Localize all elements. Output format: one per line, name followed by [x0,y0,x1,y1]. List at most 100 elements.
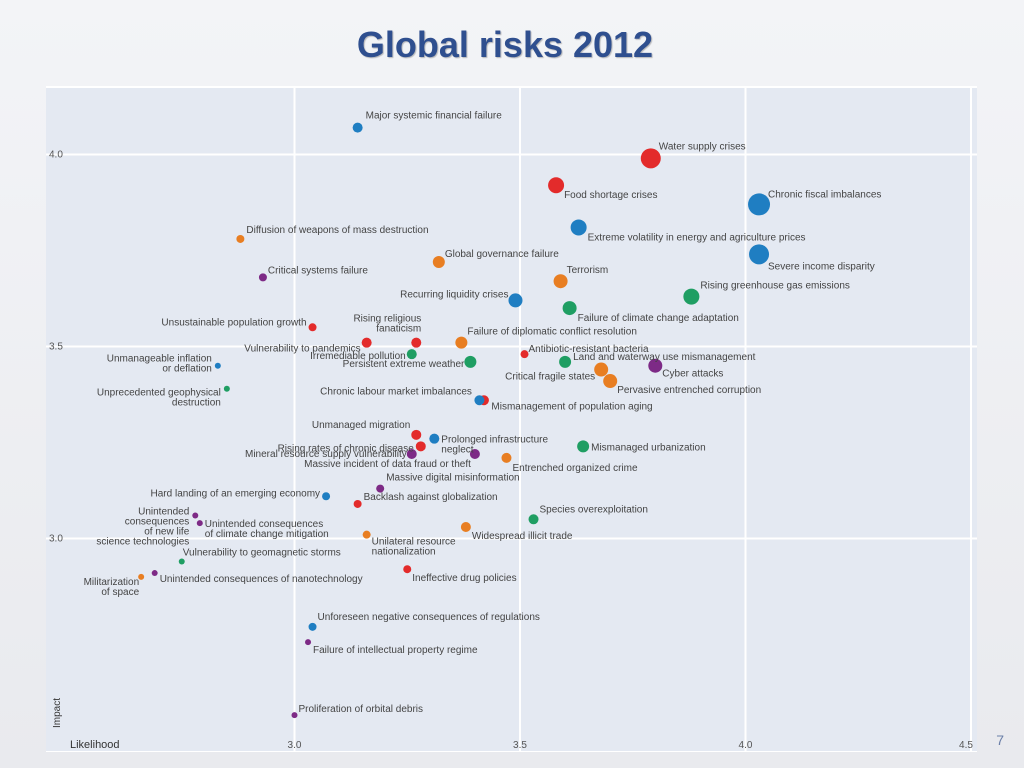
risk-label: Critical fragile states [505,372,595,383]
risk-point [223,385,230,392]
risk-label: Massive digital misinformation [386,473,519,484]
risk-label: Failure of climate change adaptation [578,313,739,324]
risk-label: Terrorism [567,265,609,276]
data-points [138,122,771,719]
risk-point [406,449,417,460]
risk-label: Massive incident of data fraud or theft [304,459,471,470]
x-tick-label: 3.5 [513,740,527,751]
risk-point [548,177,565,194]
risk-label: Mismanagement of population aging [491,401,652,412]
risk-label: Rising religious fanaticism [353,314,421,335]
risk-label: Ineffective drug policies [412,573,516,584]
risk-point [501,452,512,463]
risk-point [640,148,661,169]
risk-label: Unmanaged migration [312,420,410,431]
risk-label: Major systemic financial failure [366,111,503,122]
risk-point [151,570,158,577]
risk-label: Prolonged infrastructure neglect [441,435,548,456]
risk-point [460,521,471,532]
risk-point [508,293,523,308]
risk-label: Pervasive entrenched corruption [617,385,761,396]
risk-label: Recurring liquidity crises [400,289,508,300]
x-axis-label: Likelihood [70,739,120,751]
risk-point [353,499,362,508]
grid-lines [46,88,977,751]
risk-label: Vulnerability to pandemics [244,344,360,355]
risk-label: Unforeseen negative consequences of regu… [318,612,540,623]
risk-point [570,219,587,236]
y-tick-label: 4.0 [49,150,63,161]
risk-point [291,712,298,719]
risk-point [322,492,331,501]
risk-label: Diffusion of weapons of mass destruction [246,225,428,236]
risk-point [528,514,539,525]
risk-point [138,573,145,580]
risk-point [432,256,445,269]
risk-label: Antibiotic-resistant bacteria [529,344,649,355]
y-axis-label: Impact [52,698,63,728]
tick-labels: 3.0 3.5 4.0 4.5 3.0 3.5 4.0 [49,150,973,752]
risk-label: Entrenched organized crime [512,463,638,474]
risk-point [352,122,363,133]
risk-point [474,395,485,406]
risk-label: Mismanaged urbanization [591,442,706,453]
risk-point [178,558,185,565]
risk-label: Hard landing of an emerging economy [151,488,321,499]
risk-point [553,274,568,289]
x-tick-label: 4.0 [739,740,753,751]
risk-label: Severe income disparity [768,261,875,272]
risk-point [562,301,577,316]
risk-point [429,433,440,444]
risk-point [403,565,412,574]
risk-point [308,622,317,631]
risk-label: Failure of intellectual property regime [313,645,478,656]
risk-label: Unintended consequences of climate change… [205,519,329,540]
risk-label: Rising greenhouse gas emissions [700,281,850,292]
y-tick-label: 3.5 [49,342,63,353]
risk-label: Unprecedented geophysical destruction [97,388,221,409]
risk-label: Unintended consequences of new life science… [96,506,189,547]
plot-area [46,88,977,751]
risk-label: Proliferation of orbital debris [299,704,424,715]
risk-point [683,288,700,305]
risk-label: Widespread illicit trade [472,531,573,542]
slide-number: 7 [996,732,1004,748]
risk-point [603,374,618,389]
risk-point [749,244,770,265]
risk-label: Vulnerability to geomagnetic storms [183,548,341,559]
risk-point [362,530,371,539]
risk-label: Critical systems failure [268,265,368,276]
risk-label: Chronic fiscal imbalances [768,189,881,200]
risk-label: Backlash against globalization [364,492,498,503]
risk-point [411,337,422,348]
risk-label: Unsustainable population growth [161,317,306,328]
risk-label: Unintended consequences of nanotechnolog… [160,574,363,585]
risk-label: Militarization of space [84,577,140,598]
risk-point [464,355,477,368]
risk-label: Species overexploitation [540,504,648,515]
risk-label: Cyber attacks [662,369,723,380]
risk-point [411,429,422,440]
risk-point [236,234,245,243]
risk-label: Failure of diplomatic conflict resolutio… [467,327,637,338]
risk-point [748,193,771,216]
risk-point [376,484,385,493]
risk-label: Water supply crises [659,141,746,152]
risk-label: Extreme volatility in energy and agricul… [588,232,806,243]
risk-point [196,520,203,527]
risk-point [214,362,221,369]
risk-label: Rising rates of chronic disease [278,443,415,454]
risk-point [455,336,468,349]
risk-label: Irremediable pollution [310,351,406,362]
risk-point [305,639,312,646]
risk-label: Land and waterway use mismanagement [573,352,756,363]
risk-point [308,323,317,332]
risk-label: Chronic labour market imbalances [320,386,472,397]
risk-label: Mineral resource supply vulnerability [245,449,407,460]
risk-label: Food shortage crises [564,190,657,201]
x-tick-label: 3.0 [288,740,302,751]
risk-point [577,440,590,453]
x-tick-label: 4.5 [959,740,973,751]
y-tick-label: 3.0 [49,534,63,545]
